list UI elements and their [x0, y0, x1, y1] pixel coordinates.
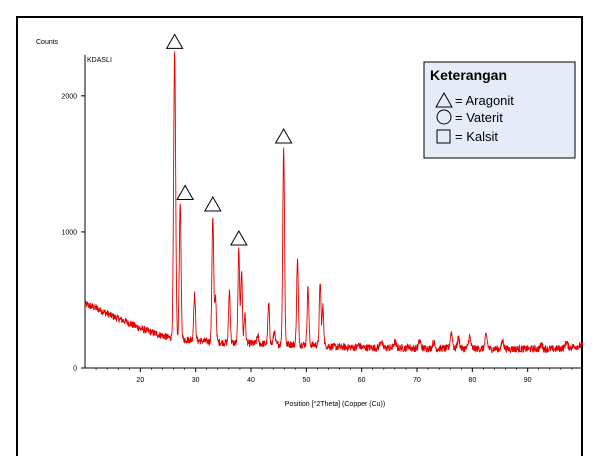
x-axis-label: Position [°2Theta] (Copper (Cu)) [285, 400, 385, 408]
sample-label: KDASLI [87, 57, 112, 64]
legend-item-vaterit: = Vaterit [455, 110, 503, 125]
legend-square-icon [436, 129, 451, 144]
legend-triangle-icon [435, 91, 453, 108]
y-tick-label: 0 [73, 366, 77, 373]
aragonit-marker-icon [203, 196, 222, 212]
xrd-trace [84, 51, 584, 354]
figure-frame [16, 16, 583, 456]
x-tick-label: 40 [247, 377, 255, 384]
legend-circle-icon [436, 109, 452, 125]
aragonit-marker-icon [176, 184, 195, 200]
y-axis-label: Counts [36, 39, 59, 46]
aragonit-marker-icon [165, 33, 184, 49]
y-tick-label: 2000 [61, 93, 77, 100]
legend-box [423, 61, 576, 159]
aragonit-marker-icon [229, 230, 248, 246]
legend-title: Keterangan [430, 67, 507, 83]
phase-markers [165, 33, 293, 246]
aragonit-marker-icon [274, 127, 293, 144]
legend: Keterangan = Aragonit = Vaterit = Kalsit [423, 61, 576, 159]
legend-item-aragonit: = Aragonit [455, 93, 514, 108]
x-tick-label: 80 [468, 377, 476, 384]
x-tick-label: 60 [358, 377, 366, 384]
x-tick-label: 70 [413, 377, 421, 384]
x-tick-label: 90 [524, 377, 532, 384]
x-tick-label: 20 [136, 377, 144, 384]
legend-item-kalsit: = Kalsit [455, 129, 498, 144]
y-tick-label: 1000 [61, 229, 77, 236]
x-tick-label: 30 [192, 377, 200, 384]
chart-axes: 20 30 40 50 60 70 80 90 0 1000 2000 [61, 55, 583, 384]
x-tick-label: 50 [302, 377, 310, 384]
